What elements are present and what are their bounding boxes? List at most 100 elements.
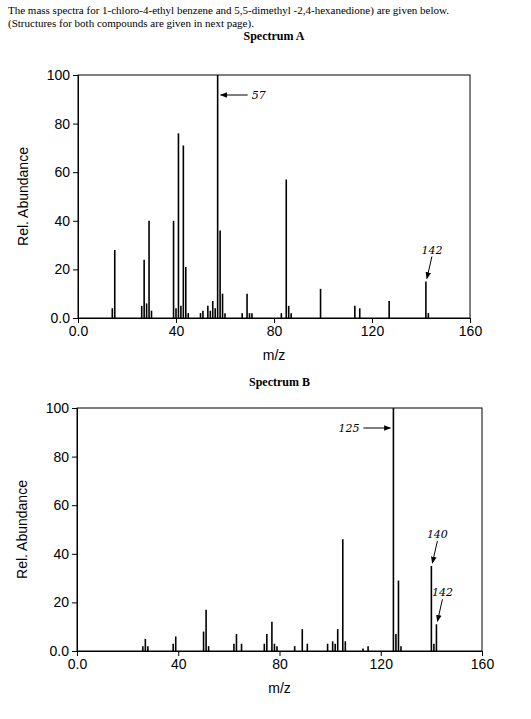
x-tick-label: 40 [169, 323, 185, 339]
peak [307, 644, 309, 651]
peak [393, 408, 395, 651]
chart: Spectrum B0.040801201600.020406080100m/z… [14, 375, 494, 696]
y-axis-line [77, 409, 78, 652]
peak [175, 308, 177, 318]
peak [249, 313, 251, 318]
peak [141, 306, 143, 318]
peak [327, 644, 329, 651]
peak [172, 644, 174, 651]
annotation-label: 57 [252, 89, 266, 102]
peak [431, 566, 433, 651]
peak [342, 539, 344, 651]
x-axis-title: m/z [268, 680, 291, 696]
peak [320, 289, 322, 318]
peak [428, 313, 430, 318]
peak [294, 646, 296, 651]
peak [271, 622, 273, 651]
peak [398, 581, 400, 651]
y-tick-label: 20 [54, 261, 70, 277]
x-tick: 80 [267, 318, 283, 339]
peak [290, 313, 292, 318]
y-axis-title: Rel. Abundance [14, 480, 30, 579]
y-axis-line [78, 76, 79, 319]
peak [425, 282, 427, 318]
y-tick-mark [72, 408, 77, 409]
x-tick: 160 [471, 651, 495, 672]
annotation-arrow [427, 257, 432, 279]
peak [301, 629, 303, 651]
peak [205, 610, 207, 651]
y-tick-label: 100 [46, 400, 70, 416]
y-tick: 100 [47, 67, 78, 83]
annotation: 57 [221, 89, 266, 102]
peak [145, 639, 147, 651]
peak [233, 644, 235, 651]
peak [214, 308, 216, 318]
plot-frame [78, 75, 470, 318]
y-axis-title: Rel. Abundance [15, 147, 31, 246]
peak [395, 634, 397, 651]
peak [187, 313, 189, 318]
y-tick-label: 100 [47, 67, 71, 83]
annotation: 142 [421, 244, 442, 279]
annotation: 142 [432, 586, 453, 621]
annotation-arrow [437, 599, 442, 621]
x-tick: 0.0 [68, 651, 88, 672]
x-tick: 40 [171, 651, 187, 672]
annotation-label: 125 [338, 422, 359, 435]
y-tick-mark [72, 505, 77, 506]
y-tick: 60 [53, 497, 77, 513]
plot-area [112, 75, 428, 318]
y-tick: 80 [54, 116, 78, 132]
x-tick-label: 40 [171, 656, 187, 672]
y-tick-mark [73, 269, 78, 270]
peak [334, 644, 336, 651]
peak [210, 311, 212, 318]
annotation: 125 [338, 422, 390, 435]
y-tick-mark [73, 124, 78, 125]
header: The mass spectra for 1-chloro-4-ethyl be… [8, 4, 449, 30]
y-tick-mark [73, 318, 78, 319]
peak [207, 306, 209, 318]
peak [148, 221, 150, 318]
y-tick-label: 60 [53, 497, 69, 513]
x-tick-label: 0.0 [68, 656, 88, 672]
peak [219, 231, 221, 318]
peak [222, 294, 224, 318]
peak [143, 260, 145, 318]
annotation: 140 [427, 528, 448, 563]
peak [285, 179, 287, 318]
peak [200, 313, 202, 318]
peak [367, 646, 369, 651]
annotation-label: 142 [421, 244, 442, 257]
y-tick-label: 80 [53, 449, 69, 465]
peak [173, 221, 175, 318]
peak [274, 644, 276, 651]
peak [388, 301, 390, 318]
peak [281, 313, 283, 318]
peak [276, 646, 278, 651]
y-axis: 0.020406080100 [46, 400, 78, 659]
x-tick-label: 120 [370, 656, 394, 672]
y-tick-mark [73, 221, 78, 222]
peak [208, 646, 210, 651]
chart: Spectrum A0.040801201600.020406080100m/z… [15, 29, 482, 363]
peak [217, 75, 219, 318]
annotation-label: 142 [432, 586, 453, 599]
chart-title: Spectrum A [244, 29, 305, 43]
peak [236, 634, 238, 651]
y-tick: 80 [53, 449, 77, 465]
peak [241, 644, 243, 651]
y-tick: 20 [54, 261, 78, 277]
plot-frame [77, 408, 482, 651]
y-tick-label: 60 [54, 164, 70, 180]
y-tick-label: 0.0 [50, 643, 70, 659]
peak [202, 311, 204, 318]
x-tick: 40 [169, 318, 185, 339]
peak [175, 636, 177, 651]
annotation-arrow [363, 428, 390, 429]
peak [436, 624, 438, 651]
header-line: (Structures for both compounds are given… [8, 17, 254, 30]
peak [354, 306, 356, 318]
annotation-arrow [221, 95, 248, 96]
